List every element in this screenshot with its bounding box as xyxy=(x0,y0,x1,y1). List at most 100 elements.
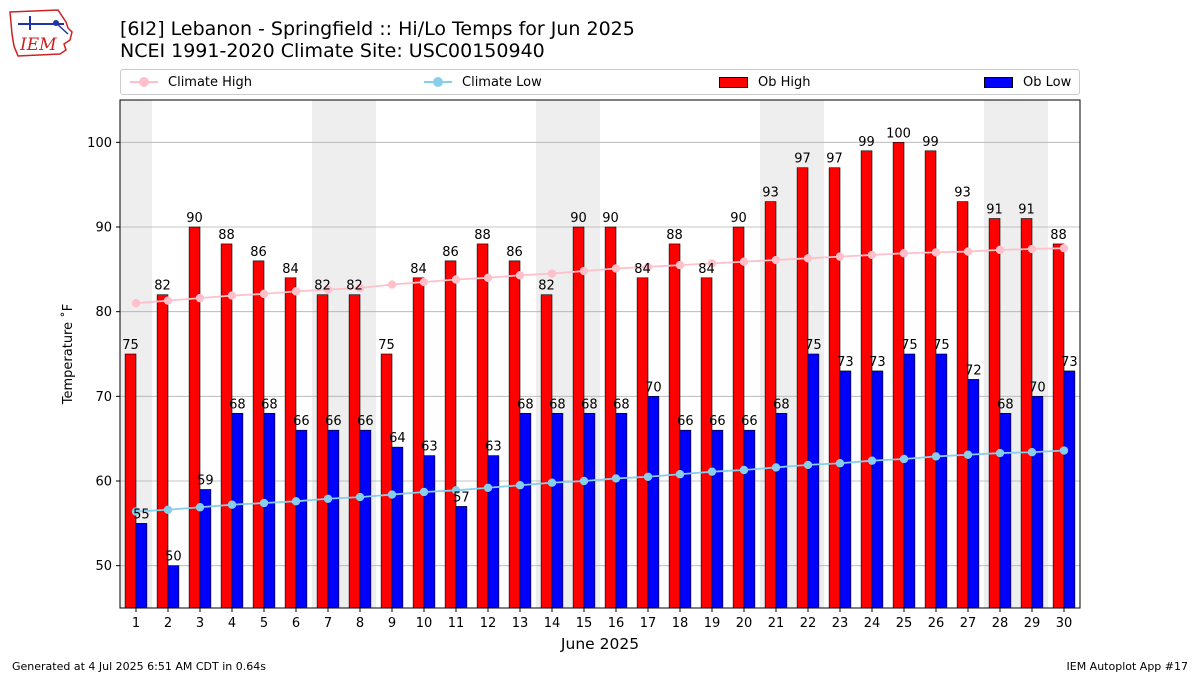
climate-high-point xyxy=(1027,244,1037,254)
climate-low-point xyxy=(835,459,845,468)
climate-high-point xyxy=(867,250,877,260)
climate-low-point xyxy=(131,507,141,516)
ob-high-label: 90 xyxy=(602,211,619,226)
bar-ob-low xyxy=(743,429,756,609)
climate-low-point xyxy=(899,454,909,464)
climate-high-point xyxy=(451,275,461,284)
ob-high-label: 82 xyxy=(538,279,555,294)
climate-low-point xyxy=(963,450,973,459)
x-axis-label: June 2025 xyxy=(560,635,639,653)
ob-low-label: 73 xyxy=(1061,355,1078,370)
x-tick-label: 16 xyxy=(608,616,625,631)
x-tick-label: 17 xyxy=(640,616,657,631)
ob-high-label: 97 xyxy=(794,152,811,167)
climate-low-point xyxy=(515,481,525,490)
bar-ob-low xyxy=(1031,396,1044,609)
climate-low-line xyxy=(135,449,1065,513)
bar-ob-low xyxy=(775,412,788,609)
y-tick-label: 70 xyxy=(95,390,112,405)
climate-low-point xyxy=(163,505,173,514)
climate-low-point xyxy=(867,456,877,465)
x-tick-label: 1 xyxy=(132,616,140,631)
x-tick-label: 9 xyxy=(388,616,396,631)
x-tick-label: 3 xyxy=(196,616,204,631)
climate-low-point xyxy=(259,498,269,508)
ob-high-label: 88 xyxy=(218,228,235,243)
climate-low-point xyxy=(451,486,461,495)
climate-high-point xyxy=(579,266,589,276)
climate-low-point xyxy=(707,467,717,476)
ob-high-label: 91 xyxy=(1018,203,1035,218)
ob-low-label: 64 xyxy=(389,431,406,446)
bar-ob-low xyxy=(935,353,948,609)
climate-high-swatch xyxy=(130,77,158,87)
bar-ob-high xyxy=(284,277,297,609)
ob-high-label: 82 xyxy=(346,279,363,294)
bar-ob-low xyxy=(807,353,820,609)
x-tick-label: 7 xyxy=(324,616,332,631)
x-tick-label: 2 xyxy=(164,616,172,631)
climate-low-point xyxy=(483,483,493,492)
x-tick-label: 15 xyxy=(576,616,593,631)
x-tick-label: 25 xyxy=(896,616,913,631)
ob-high-label: 90 xyxy=(186,211,203,226)
climate-low-point xyxy=(931,452,941,461)
climate-high-point xyxy=(771,255,781,265)
bar-ob-low xyxy=(263,412,276,609)
bar-ob-low xyxy=(583,412,596,609)
plot-frame xyxy=(119,99,1081,609)
x-tick-label: 11 xyxy=(448,616,465,631)
legend-label-ob-high: Ob High xyxy=(758,74,811,90)
climate-high-point xyxy=(835,252,845,261)
climate-high-point xyxy=(707,259,717,268)
climate-high-point xyxy=(547,269,557,278)
climate-high-point xyxy=(675,260,685,270)
ob-high-label: 100 xyxy=(886,126,911,141)
y-tick-label: 80 xyxy=(95,305,112,320)
x-tick-label: 13 xyxy=(512,616,529,631)
legend-label-climate-high: Climate High xyxy=(168,74,253,90)
bar-ob-high xyxy=(956,201,969,609)
ob-high-swatch xyxy=(719,76,748,88)
x-tick-label: 27 xyxy=(960,616,977,631)
bar-ob-high xyxy=(252,260,265,609)
ob-high-label: 93 xyxy=(954,186,971,201)
ob-low-label: 66 xyxy=(709,414,726,429)
climate-low-swatch xyxy=(424,77,452,87)
x-tick-label: 6 xyxy=(292,616,300,631)
bar-ob-low xyxy=(135,523,148,609)
ob-low-swatch xyxy=(984,76,1013,88)
climate-high-point xyxy=(1059,243,1069,253)
ob-high-label: 84 xyxy=(410,262,427,277)
climate-low-point xyxy=(771,463,781,472)
ob-high-label: 75 xyxy=(378,338,395,353)
bar-ob-high xyxy=(988,218,1001,609)
bar-ob-high xyxy=(316,294,329,609)
climate-high-point xyxy=(963,247,973,256)
ob-high-label: 88 xyxy=(1050,228,1067,243)
bar-ob-high xyxy=(828,167,841,609)
bar-ob-high xyxy=(508,260,521,609)
ob-high-label: 99 xyxy=(858,135,875,150)
bar-ob-low xyxy=(455,506,468,609)
ob-low-label: 68 xyxy=(549,397,566,412)
climate-low-point xyxy=(1027,448,1037,457)
bar-ob-low xyxy=(167,565,180,609)
ob-low-label: 75 xyxy=(933,338,950,353)
climate-low-point xyxy=(227,500,237,509)
ob-low-label: 70 xyxy=(1029,380,1046,395)
x-tick-label: 23 xyxy=(832,616,849,631)
ob-low-label: 59 xyxy=(197,473,214,488)
bar-ob-low xyxy=(487,455,500,609)
ob-low-label: 68 xyxy=(517,397,534,412)
ob-low-label: 50 xyxy=(165,550,182,565)
bar-ob-high xyxy=(604,226,617,609)
ob-high-label: 82 xyxy=(314,279,331,294)
ob-high-label: 88 xyxy=(666,228,683,243)
legend-item-climate-low: Climate Low xyxy=(424,70,542,94)
climate-high-point xyxy=(163,296,173,305)
ob-low-label: 68 xyxy=(997,397,1014,412)
ob-high-label: 88 xyxy=(474,228,491,243)
climate-high-point xyxy=(803,254,813,263)
